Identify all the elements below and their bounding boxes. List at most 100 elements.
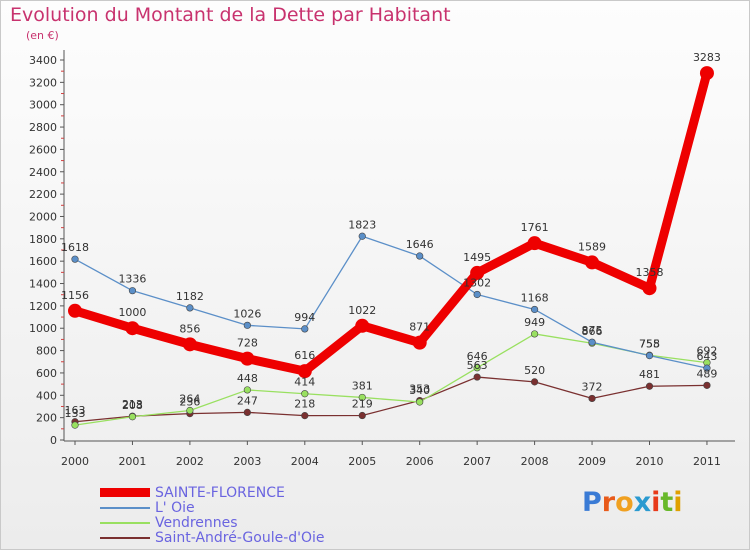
data-label: 520 xyxy=(524,364,545,377)
data-point xyxy=(473,373,481,381)
data-label: 949 xyxy=(524,316,545,329)
data-point xyxy=(703,381,711,389)
data-label: 489 xyxy=(696,367,717,380)
logo-letter: i xyxy=(673,487,683,518)
data-point xyxy=(186,406,194,415)
y-tick-label: 2400 xyxy=(29,166,57,179)
x-tick-label: 2007 xyxy=(463,455,491,468)
data-point xyxy=(68,303,82,318)
data-label: 381 xyxy=(352,379,373,392)
y-tick-label: 1000 xyxy=(29,322,57,335)
y-tick-label: 200 xyxy=(36,412,57,425)
data-point xyxy=(301,390,309,398)
data-point xyxy=(703,364,711,372)
y-tick-label: 1400 xyxy=(29,278,57,291)
data-point xyxy=(128,413,137,421)
data-point xyxy=(301,412,309,420)
data-label: 1000 xyxy=(118,306,146,319)
data-label: 616 xyxy=(294,349,315,362)
legend-swatch xyxy=(100,506,150,509)
series-line-0 xyxy=(70,68,712,376)
x-tick-label: 2005 xyxy=(348,455,376,468)
data-point xyxy=(243,321,251,329)
data-label: 1182 xyxy=(176,290,204,303)
legend-swatch xyxy=(100,536,150,539)
y-tick-label: 1600 xyxy=(29,255,57,268)
legend-swatch xyxy=(100,521,150,524)
data-point xyxy=(588,394,596,403)
data-label: 1302 xyxy=(463,276,491,289)
data-point xyxy=(416,398,424,406)
data-point xyxy=(358,393,366,402)
data-label: 1168 xyxy=(521,291,549,304)
data-label: 448 xyxy=(237,372,258,385)
data-label: 247 xyxy=(237,394,258,407)
data-label: 1495 xyxy=(463,251,491,264)
data-point xyxy=(358,232,366,240)
data-point xyxy=(530,378,539,386)
chart-subtitle: (en €) xyxy=(26,29,59,42)
data-point xyxy=(473,290,481,299)
legend: SAINTE-FLORENCE L' Oie Vendrennes Saint-… xyxy=(100,484,325,546)
legend-label: Vendrennes xyxy=(155,514,238,531)
data-label: 1022 xyxy=(348,304,376,317)
legend-swatch xyxy=(100,488,150,497)
data-label: 340 xyxy=(409,384,430,397)
legend-item-sainte-florence: SAINTE-FLORENCE xyxy=(100,484,325,501)
legend-item-l-oie: L' Oie xyxy=(100,499,325,516)
data-label: 163 xyxy=(65,404,86,417)
data-point xyxy=(71,421,79,429)
data-label: 1646 xyxy=(406,238,434,251)
proxiti-logo: Proxiti xyxy=(582,487,683,518)
data-label: 414 xyxy=(294,376,315,389)
data-point xyxy=(71,255,79,263)
data-point xyxy=(473,364,481,372)
y-tick-label: 3200 xyxy=(29,76,57,89)
x-tick-label: 2011 xyxy=(693,455,721,468)
chart-title: Evolution du Montant de la Dette par Hab… xyxy=(10,4,451,26)
data-label: 264 xyxy=(179,392,200,405)
y-tick-label: 400 xyxy=(36,389,57,402)
data-point xyxy=(243,408,251,416)
data-point xyxy=(527,236,542,251)
legend-label: L' Oie xyxy=(155,499,195,516)
logo-letter: o xyxy=(615,487,634,518)
data-label: 236 xyxy=(179,396,200,409)
data-point xyxy=(530,330,539,338)
data-label: 1761 xyxy=(521,221,549,234)
data-point xyxy=(182,337,197,352)
data-point xyxy=(128,287,137,295)
y-tick-label: 2600 xyxy=(29,143,57,156)
data-point xyxy=(588,338,596,346)
data-point xyxy=(530,305,539,314)
y-tick-label: 3400 xyxy=(29,54,57,67)
series-line-2 xyxy=(74,333,708,426)
legend-label: SAINTE-FLORENCE xyxy=(155,484,285,501)
logo-letter: i xyxy=(651,487,661,518)
y-tick-label: 2200 xyxy=(29,188,57,201)
data-point xyxy=(301,325,309,333)
x-tick-label: 2008 xyxy=(521,455,549,468)
y-tick-label: 2000 xyxy=(29,210,57,223)
y-tick-label: 600 xyxy=(36,367,57,380)
legend-label: Saint-André-Goule-d'Oie xyxy=(155,529,325,546)
data-label: 871 xyxy=(409,321,430,334)
x-tick-label: 2003 xyxy=(233,455,261,468)
data-label: 353 xyxy=(409,383,430,396)
data-point xyxy=(470,265,485,280)
data-label: 218 xyxy=(294,398,315,411)
y-tick-label: 800 xyxy=(36,345,57,358)
y-tick-label: 3000 xyxy=(29,99,57,112)
data-label: 755 xyxy=(639,338,660,351)
data-point xyxy=(585,255,600,270)
data-point xyxy=(645,382,654,390)
data-point xyxy=(645,352,654,360)
data-label: 219 xyxy=(352,398,373,411)
data-label: 692 xyxy=(696,345,717,358)
data-label: 1026 xyxy=(233,307,261,320)
data-point xyxy=(240,351,255,366)
y-tick-label: 1200 xyxy=(29,300,57,313)
data-label: 1589 xyxy=(578,240,606,253)
logo-letter: x xyxy=(633,487,652,518)
data-label: 1336 xyxy=(118,273,146,286)
